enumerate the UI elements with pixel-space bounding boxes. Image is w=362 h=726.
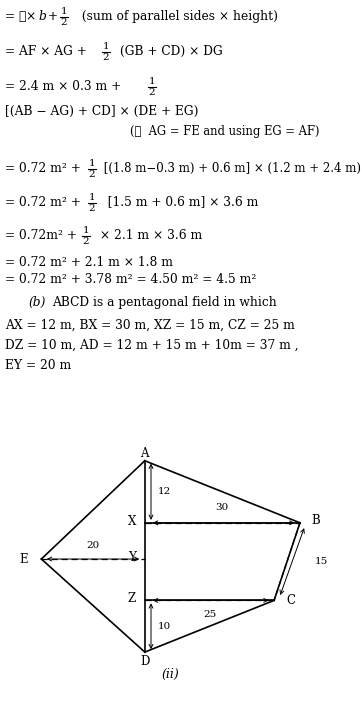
Text: +: + — [44, 10, 62, 23]
Text: 30: 30 — [216, 503, 229, 513]
Text: 25: 25 — [203, 610, 216, 619]
Text: DZ = 10 m, AD = 12 m + 15 m + 10m = 37 m ,: DZ = 10 m, AD = 12 m + 15 m + 10m = 37 m… — [5, 339, 299, 352]
Text: Z: Z — [128, 592, 136, 605]
Text: ℓ: ℓ — [18, 10, 25, 23]
Text: b: b — [38, 10, 46, 23]
Text: 10: 10 — [158, 621, 171, 631]
Text: 1: 1 — [61, 7, 67, 16]
Text: = 0.72m² +: = 0.72m² + — [5, 229, 81, 242]
Text: = 0.72 m² + 3.78 m² = 4.50 m² = 4.5 m²: = 0.72 m² + 3.78 m² = 4.50 m² = 4.5 m² — [5, 273, 256, 286]
Text: 12: 12 — [158, 487, 171, 497]
Text: 2: 2 — [61, 18, 67, 27]
Text: 2: 2 — [103, 53, 109, 62]
Text: [1.5 m + 0.6 m] × 3.6 m: [1.5 m + 0.6 m] × 3.6 m — [100, 195, 258, 208]
Text: [(AB − AG) + CD] × (DE + EG): [(AB − AG) + CD] × (DE + EG) — [5, 105, 198, 118]
Text: = 2.4 m × 0.3 m +: = 2.4 m × 0.3 m + — [5, 80, 125, 93]
Text: =: = — [5, 10, 19, 23]
Text: X: X — [128, 515, 136, 528]
Text: ABCD is a pentagonal field in which: ABCD is a pentagonal field in which — [52, 295, 277, 309]
Text: ×: × — [26, 10, 40, 23]
Text: = 0.72 m² + 2.1 m × 1.8 m: = 0.72 m² + 2.1 m × 1.8 m — [5, 256, 173, 269]
Text: × 2.1 m × 3.6 m: × 2.1 m × 3.6 m — [96, 229, 202, 242]
Text: (sum of parallel sides × height): (sum of parallel sides × height) — [74, 10, 278, 23]
Text: B: B — [311, 514, 320, 527]
Text: (∴  AG = FE and using EG = AF): (∴ AG = FE and using EG = AF) — [130, 126, 320, 139]
Text: E: E — [19, 552, 28, 566]
Text: A: A — [140, 446, 149, 460]
Text: 2: 2 — [89, 171, 95, 179]
Text: (GB + CD) × DG: (GB + CD) × DG — [116, 45, 223, 58]
Text: 1: 1 — [103, 42, 109, 51]
Text: 2: 2 — [149, 89, 155, 97]
Text: 1: 1 — [89, 160, 95, 168]
Text: 1: 1 — [83, 226, 89, 234]
Text: = 0.72 m² +: = 0.72 m² + — [5, 163, 85, 176]
Text: Y: Y — [128, 551, 136, 564]
Text: = AF × AG +: = AF × AG + — [5, 45, 91, 58]
Text: (b): (b) — [28, 295, 45, 309]
Text: EY = 20 m: EY = 20 m — [5, 359, 71, 372]
Text: D: D — [140, 655, 150, 668]
Text: [(1.8 m−0.3 m) + 0.6 m] × (1.2 m + 2.4 m): [(1.8 m−0.3 m) + 0.6 m] × (1.2 m + 2.4 m… — [100, 163, 361, 176]
Text: C: C — [286, 594, 295, 607]
Text: 20: 20 — [87, 541, 100, 550]
Text: = 0.72 m² +: = 0.72 m² + — [5, 195, 85, 208]
Text: 2: 2 — [83, 237, 89, 245]
Text: 15: 15 — [315, 557, 328, 566]
Text: 1: 1 — [89, 192, 95, 202]
Text: 1: 1 — [149, 77, 155, 86]
Text: (ii): (ii) — [162, 667, 180, 680]
Text: AX = 12 m, BX = 30 m, XZ = 15 m, CZ = 25 m: AX = 12 m, BX = 30 m, XZ = 15 m, CZ = 25… — [5, 319, 295, 332]
Text: 2: 2 — [89, 203, 95, 213]
